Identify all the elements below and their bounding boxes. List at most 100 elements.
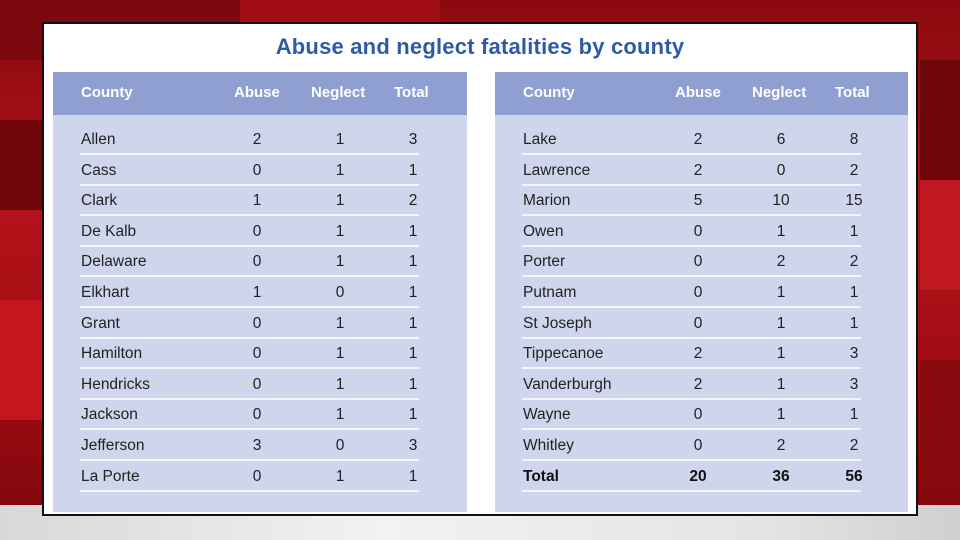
neglect-cell: 0: [335, 284, 345, 301]
table-row: Jefferson 3 0 3: [53, 431, 467, 461]
row-divider: [522, 183, 861, 186]
county-cell: Putnam: [523, 284, 577, 301]
neglect-cell: 1: [335, 375, 345, 393]
table-row: Wayne 0 1 1: [495, 400, 908, 431]
abuse-cell: 0: [252, 253, 262, 271]
row-divider: [80, 306, 419, 308]
total-cell: 1: [408, 222, 418, 240]
row-divider: [522, 275, 861, 278]
total-cell: 1: [849, 284, 859, 301]
total-cell: 1: [849, 406, 859, 424]
county-cell: Clark: [81, 192, 118, 210]
abuse-cell: 0: [252, 314, 262, 332]
abuse-cell: 0: [252, 222, 262, 240]
neglect-cell: 36: [772, 467, 790, 485]
abuse-cell: 0: [693, 406, 703, 424]
abuse-cell: 0: [252, 161, 262, 179]
col-header-total: Total: [394, 84, 429, 101]
county-cell: Lake: [523, 131, 557, 148]
total-cell: 1: [408, 406, 418, 424]
row-divider: [80, 367, 419, 370]
table-row: Tippecanoe 2 1 3: [495, 339, 908, 370]
abuse-cell: 0: [252, 375, 262, 393]
neglect-cell: 1: [776, 284, 786, 301]
neglect-cell: 1: [776, 222, 786, 240]
left-table-header: County Abuse Neglect Total: [53, 72, 467, 115]
total-cell: 2: [849, 161, 859, 179]
abuse-cell: 1: [252, 192, 262, 210]
row-divider: [522, 428, 861, 431]
abuse-cell: 20: [689, 467, 707, 485]
total-cell: 1: [849, 314, 859, 332]
county-cell: Tippecanoe: [523, 345, 604, 363]
table-row: Vanderburgh 2 1 3: [495, 370, 908, 400]
right-table: County Abuse Neglect Total Lake 2 6 8 Lawren…: [495, 72, 908, 512]
total-cell: 1: [408, 284, 418, 301]
table-row: Whitley 0 2 2: [495, 431, 908, 461]
table-row: La Porte 0 1 1: [53, 462, 467, 492]
neglect-cell: 1: [335, 314, 345, 332]
table-row: Grant 0 1 1: [53, 309, 467, 339]
row-divider: [80, 397, 419, 400]
col-header-county: County: [523, 84, 575, 101]
table-row: Delaware 0 1 1: [53, 247, 467, 278]
neglect-cell: 1: [335, 253, 345, 271]
col-header-total: Total: [835, 84, 870, 101]
county-cell: Cass: [81, 161, 117, 179]
row-divider: [522, 306, 861, 308]
total-cell: 1: [408, 314, 418, 332]
total-cell: 2: [408, 192, 418, 210]
table-row: Porter 0 2 2: [495, 247, 908, 278]
abuse-cell: 2: [693, 375, 703, 393]
county-cell: Lawrence: [523, 161, 591, 179]
abuse-cell: 3: [252, 437, 262, 454]
left-table: County Abuse Neglect Total Allen 2 1 3 Cass 0…: [53, 72, 467, 512]
abuse-cell: 0: [252, 467, 262, 485]
county-cell: Marion: [523, 192, 571, 210]
row-divider: [80, 459, 419, 461]
neglect-cell: 6: [776, 131, 786, 148]
col-header-neglect: Neglect: [311, 84, 366, 101]
row-divider: [522, 214, 861, 217]
county-cell: Grant: [81, 314, 120, 332]
table-row: Allen 2 1 3: [53, 125, 467, 155]
table-row: Hendricks 0 1 1: [53, 370, 467, 400]
county-cell: Porter: [523, 253, 566, 271]
abuse-cell: 2: [693, 345, 703, 363]
row-divider: [522, 336, 861, 339]
county-cell: St Joseph: [523, 314, 592, 332]
county-cell: Total: [523, 467, 559, 485]
row-divider: [522, 367, 861, 370]
table-row: Elkhart 1 0 1: [53, 278, 467, 308]
row-divider: [80, 489, 419, 492]
col-header-county: County: [81, 84, 133, 101]
county-cell: Whitley: [523, 437, 574, 454]
abuse-cell: 2: [693, 131, 703, 148]
neglect-cell: 1: [776, 314, 786, 332]
abuse-cell: 2: [693, 161, 703, 179]
total-cell: 1: [408, 375, 418, 393]
total-cell: 2: [849, 253, 859, 271]
col-header-abuse: Abuse: [234, 84, 280, 101]
row-divider: [80, 336, 419, 339]
col-header-neglect: Neglect: [752, 84, 807, 101]
county-cell: Vanderburgh: [523, 375, 612, 393]
abuse-cell: 0: [252, 406, 262, 424]
table-row: Jackson 0 1 1: [53, 400, 467, 431]
table-row: Owen 0 1 1: [495, 217, 908, 247]
total-cell: 1: [408, 161, 418, 179]
neglect-cell: 10: [772, 192, 790, 210]
abuse-cell: 0: [693, 314, 703, 332]
row-divider: [80, 214, 419, 217]
total-cell: 3: [408, 131, 418, 148]
right-table-header: County Abuse Neglect Total: [495, 72, 908, 115]
table-row: Hamilton 0 1 1: [53, 339, 467, 370]
row-divider: [80, 153, 419, 155]
abuse-cell: 1: [252, 284, 262, 301]
neglect-cell: 0: [335, 437, 345, 454]
abuse-cell: 2: [252, 131, 262, 148]
neglect-cell: 1: [776, 345, 786, 363]
county-cell: La Porte: [81, 467, 140, 485]
abuse-cell: 0: [693, 437, 703, 454]
row-divider: [522, 397, 861, 400]
